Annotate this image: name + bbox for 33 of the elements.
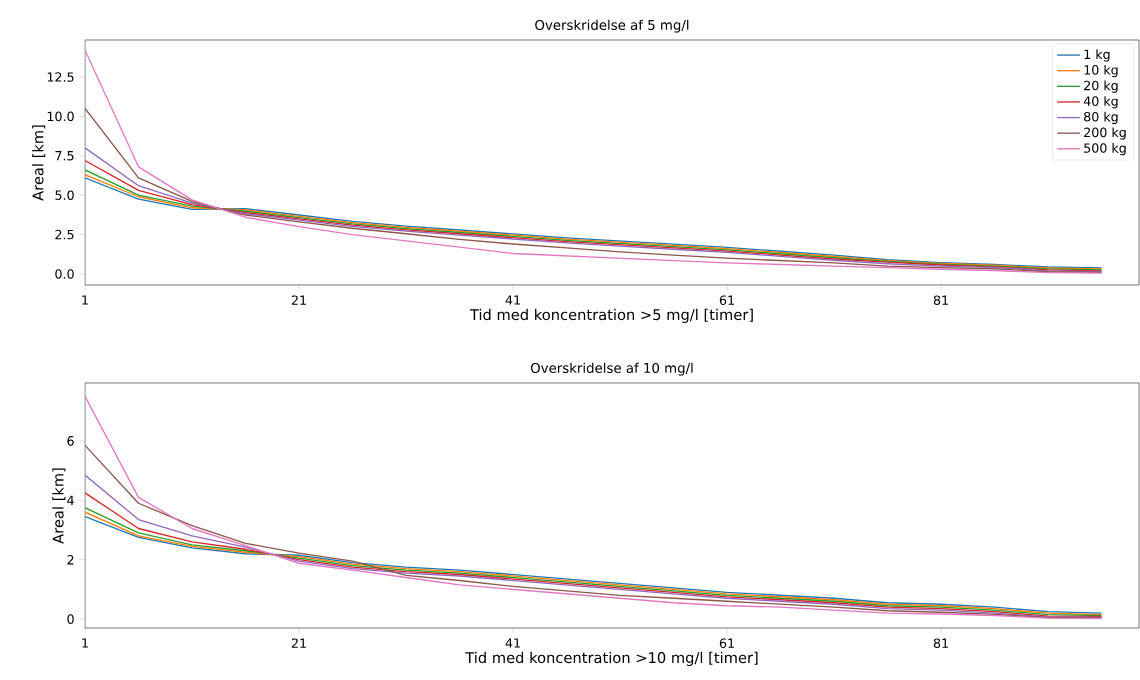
x-tick-label: 81 [933,295,948,305]
y-axis-title: Areal [km] [32,125,46,201]
legend-label: 80 kg [1084,111,1118,125]
y-tick-label: 0.0 [55,269,74,279]
legend-label: 500 kg [1084,143,1126,156]
legend-label: 10 kg [1084,64,1118,78]
x-tick-label: 21 [291,295,306,305]
legend-label: 20 kg [1084,80,1118,93]
legend-label: 40 kg [1083,96,1118,109]
chart-title: Overskridelse af 5 mg/l [535,19,689,33]
y-tick-label: 10.0 [47,111,74,122]
x-tick-label: 41 [505,638,520,648]
x-tick-label: 1 [82,638,88,648]
x-tick-label: 61 [719,295,734,305]
x-axis-title: Tid med koncentration >5 mg/l [timer] [469,308,753,323]
x-tick-label: 21 [291,638,306,648]
x-tick-label: 1 [82,295,88,305]
y-tick-label: 12.5 [47,72,74,82]
y-tick-label: 0 [67,614,74,624]
x-tick-label: 61 [719,638,734,648]
y-tick-label: 7.5 [55,151,74,161]
y-tick-label: 6 [67,436,74,446]
y-tick-label: 2.5 [55,229,74,240]
x-tick-label: 41 [505,295,520,305]
y-tick-label: 4 [67,495,74,505]
y-axis-title: Areal [km] [52,468,66,544]
legend-label: 200 kg [1084,127,1126,140]
x-axis-title: Tid med koncentration >10 mg/l [timer] [465,651,758,666]
x-tick-label: 81 [933,638,948,648]
legend-label: 1 kg [1084,49,1110,62]
y-tick-label: 2 [67,554,74,565]
y-tick-label: 5.0 [55,190,74,200]
chart-title: Overskridelse af 10 mg/l [530,362,693,376]
